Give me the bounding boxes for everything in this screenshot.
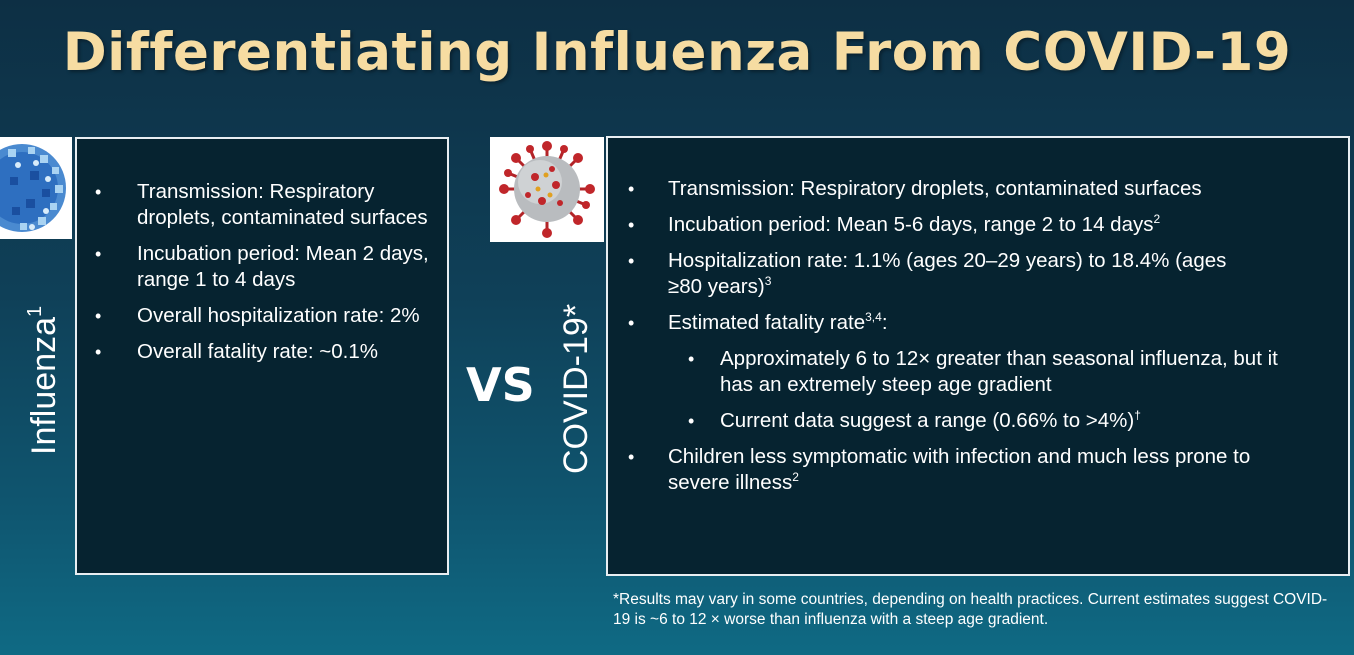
covid-sub-bullet-range: • Current data suggest a range (0.66% to… [668, 408, 1348, 434]
bullet-icon: • [628, 313, 635, 333]
bullet-text-continued: range 1 to 4 days [137, 268, 296, 291]
influenza-details-box: • Transmission: Respiratory droplets, co… [75, 137, 449, 575]
influenza-bullet-hospitalization: • Overall hospitalization rate: 2% [77, 303, 447, 329]
influenza-label-ref: 1 [24, 305, 46, 317]
bullet-text: Estimated fatality rate [668, 311, 866, 334]
covid-bullet-incubation: • Incubation period: Mean 5-6 days, rang… [608, 212, 1348, 238]
reference-marker: 3,4 [865, 310, 882, 324]
influenza-bullet-fatality: • Overall fatality rate: ~0.1% [77, 339, 447, 365]
vs-label: VS [466, 358, 535, 412]
bullet-text: Current data suggest a range (0.66% to >… [720, 409, 1135, 432]
covid-bullet-hospitalization: • Hospitalization rate: 1.1% (ages 20–29… [608, 248, 1348, 300]
bullet-suffix: : [881, 311, 888, 334]
covid-label: COVID-19* [557, 303, 595, 474]
bullet-text: Children less symptomatic with infection… [668, 445, 1251, 494]
covid-bullet-children: • Children less symptomatic with infecti… [608, 444, 1348, 496]
bullet-icon: • [95, 244, 102, 264]
influenza-label: Influenza1 [24, 305, 64, 455]
reference-marker: 2 [792, 470, 799, 484]
bullet-icon: • [95, 306, 102, 326]
bullet-icon: • [95, 342, 102, 362]
bullet-icon: • [688, 411, 695, 431]
bullet-text: Overall fatality rate: ~0.1% [137, 340, 378, 363]
covid-details-box: • Transmission: Respiratory droplets, co… [606, 136, 1350, 576]
footnote: *Results may vary in some countries, dep… [613, 591, 1328, 628]
bullet-text: Approximately 6 to 12× greater than seas… [720, 347, 1278, 396]
bullet-icon: • [628, 447, 635, 467]
coronavirus-icon [490, 137, 604, 242]
bullet-icon: • [628, 215, 635, 235]
bullet-text: Hospitalization rate: 1.1% (ages 20–29 y… [668, 249, 1227, 298]
bullet-icon: • [628, 179, 635, 199]
reference-marker: † [1134, 408, 1141, 422]
bullet-icon: • [628, 251, 635, 271]
bullet-icon: • [95, 182, 102, 202]
covid-bullet-transmission: • Transmission: Respiratory droplets, co… [608, 176, 1348, 202]
fatality-sub-list: • Approximately 6 to 12× greater than se… [668, 346, 1348, 434]
slide-title: Differentiating Influenza From COVID-19 [62, 22, 1292, 83]
influenza-bullet-incubation: • Incubation period: Mean 2 days, range … [77, 241, 447, 293]
influenza-bullet-transmission: • Transmission: Respiratory droplets, co… [77, 179, 447, 231]
bullet-text: Incubation period: Mean 2 days, [137, 242, 429, 265]
bullet-text: Transmission: Respiratory droplets, cont… [668, 177, 1202, 200]
bullet-text: Overall hospitalization rate: 2% [137, 304, 420, 327]
reference-marker: 3 [764, 274, 772, 288]
covid-bullet-fatality: • Estimated fatality rate3,4: • Approxim… [608, 310, 1348, 434]
reference-marker: 2 [1153, 212, 1161, 226]
influenza-virus-icon [0, 137, 72, 239]
bullet-text: Transmission: Respiratory droplets, cont… [137, 180, 428, 229]
bullet-text: Incubation period: Mean 5-6 days, range … [668, 213, 1154, 236]
bullet-icon: • [688, 349, 695, 369]
covid-sub-bullet-ratio: • Approximately 6 to 12× greater than se… [668, 346, 1348, 398]
influenza-label-text: Influenza [25, 317, 63, 455]
